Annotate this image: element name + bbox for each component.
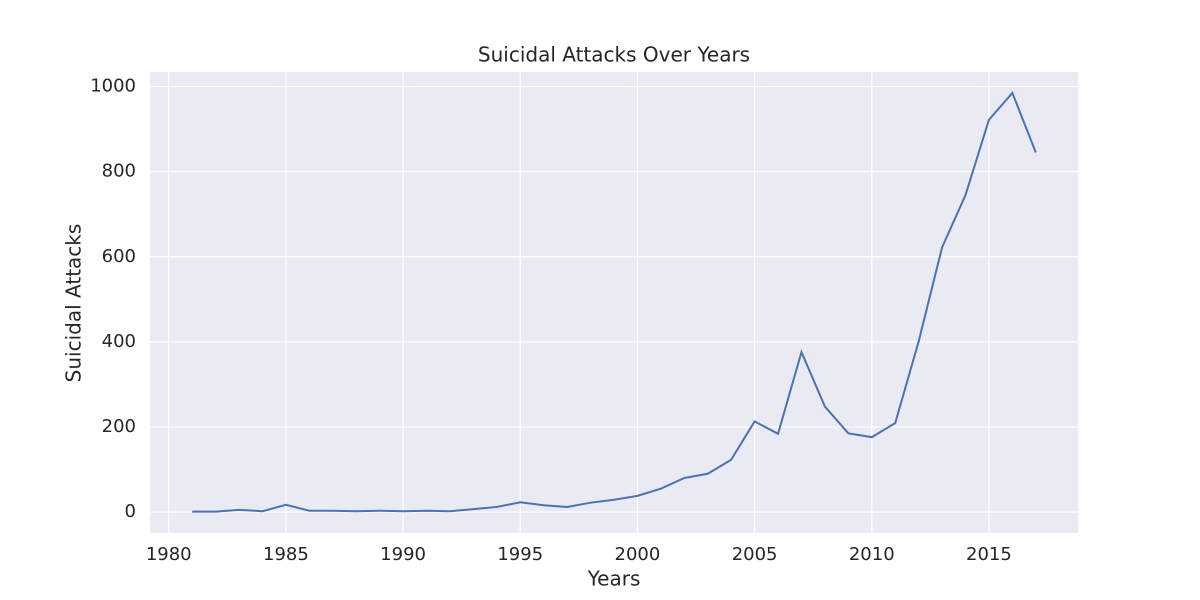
y-tick-label: 200 <box>102 416 136 437</box>
y-tick-label: 0 <box>125 501 136 522</box>
x-tick-label: 1990 <box>380 544 426 565</box>
x-tick-label: 2000 <box>615 544 661 565</box>
x-tick-label: 1995 <box>497 544 543 565</box>
y-tick-label: 400 <box>102 331 136 352</box>
y-axis-label: Suicidal Attacks <box>62 224 86 383</box>
grid <box>150 72 1078 533</box>
x-tick-label: 1985 <box>263 544 309 565</box>
x-tick-label: 2005 <box>732 544 778 565</box>
y-tick-label: 600 <box>102 246 136 267</box>
x-tick-label: 2010 <box>849 544 895 565</box>
x-tick-label: 2015 <box>966 544 1012 565</box>
x-axis-label: Years <box>587 567 641 591</box>
x-tick-label: 1980 <box>146 544 192 565</box>
y-tick-label: 1000 <box>90 76 136 97</box>
data-line <box>192 91 1037 513</box>
chart-title: Suicidal Attacks Over Years <box>478 43 750 67</box>
y-tick-label: 800 <box>102 161 136 182</box>
plot-area <box>150 72 1078 533</box>
